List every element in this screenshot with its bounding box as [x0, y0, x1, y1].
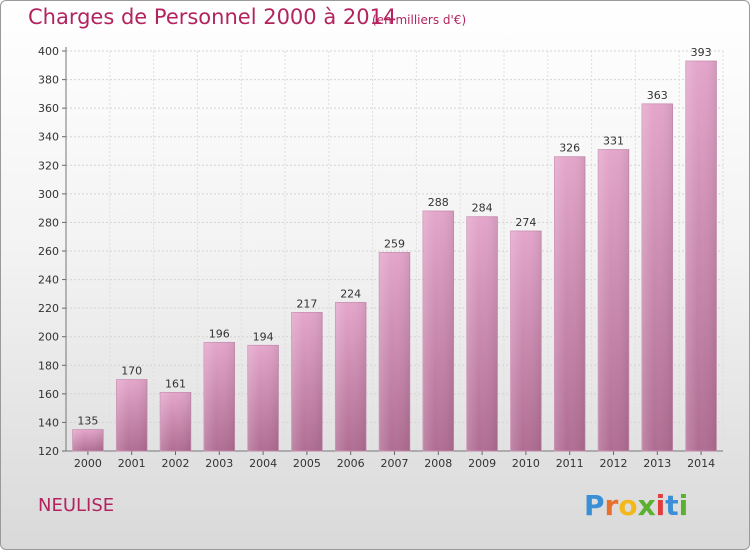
data-label-2006: 224 [340, 287, 361, 300]
x-tick-label-2003: 2003 [205, 457, 233, 470]
bar-shading-2013 [641, 103, 673, 451]
logo-letter: P [584, 489, 605, 522]
data-label-2003: 196 [209, 327, 230, 340]
x-tick-label-2012: 2012 [600, 457, 628, 470]
logo-letter: i [678, 489, 689, 522]
y-tick-label: 400 [38, 45, 59, 58]
chart-title: Charges de Personnel 2000 à 2014 [28, 5, 397, 29]
data-label-2014: 393 [691, 46, 712, 59]
bar-shading-2005 [291, 312, 323, 451]
bar-shading-2014 [685, 61, 717, 451]
y-tick-label: 200 [38, 331, 59, 344]
data-label-2009: 284 [472, 202, 493, 215]
y-tick-label: 360 [38, 102, 59, 115]
x-tick-label-2013: 2013 [643, 457, 671, 470]
bar-shading-2004 [247, 345, 279, 451]
y-tick-label: 380 [38, 74, 59, 87]
x-tick-label-2005: 2005 [293, 457, 321, 470]
bar-shading-2009 [466, 216, 498, 451]
bar-shading-2012 [598, 149, 629, 452]
bar-shading-2010 [510, 231, 542, 451]
y-tick-label: 140 [38, 416, 59, 429]
y-tick-label: 260 [38, 245, 59, 258]
y-tick-label: 180 [38, 359, 59, 372]
logo-letter: t [665, 489, 679, 522]
data-label-2010: 274 [515, 216, 536, 229]
commune-name: NEULISE [38, 495, 115, 516]
chart-subtitle: (en milliers d'€) [372, 13, 467, 27]
bar-shading-2000 [72, 429, 104, 451]
bar-shading-2007 [379, 252, 410, 451]
logo-letter: x [637, 489, 656, 522]
bar-shading-2008 [422, 211, 454, 451]
proxiti-logo: Proxiti [584, 489, 688, 522]
x-tick-label-2011: 2011 [556, 457, 584, 470]
data-label-2005: 217 [296, 297, 317, 310]
x-tick-label-2001: 2001 [118, 457, 146, 470]
y-tick-label: 120 [38, 445, 59, 458]
x-tick-label-2006: 2006 [337, 457, 365, 470]
bar-shading-2011 [554, 156, 586, 451]
data-label-2013: 363 [647, 89, 668, 102]
y-tick-label: 240 [38, 274, 59, 287]
y-tick-label: 160 [38, 388, 59, 401]
logo-letter: r [604, 489, 619, 522]
y-tick-label: 340 [38, 131, 59, 144]
x-tick-label-2002: 2002 [162, 457, 190, 470]
data-label-2008: 288 [428, 196, 449, 209]
y-tick-label: 300 [38, 188, 59, 201]
bar-shading-2006 [335, 302, 367, 451]
data-label-2002: 161 [165, 377, 186, 390]
bar-shading-2001 [116, 379, 148, 451]
data-label-2001: 170 [121, 365, 142, 378]
x-tick-label-2007: 2007 [381, 457, 409, 470]
y-tick-label: 220 [38, 302, 59, 315]
data-label-2011: 326 [559, 142, 580, 155]
data-label-2000: 135 [77, 415, 98, 428]
logo-letter: o [618, 489, 638, 522]
data-label-2007: 259 [384, 237, 405, 250]
x-tick-label-2000: 2000 [74, 457, 102, 470]
y-tick-label: 280 [38, 216, 59, 229]
x-tick-label-2010: 2010 [512, 457, 540, 470]
bar-shading-2003 [203, 342, 235, 451]
x-tick-label-2014: 2014 [687, 457, 715, 470]
logo-letter: i [655, 489, 666, 522]
data-label-2012: 331 [603, 135, 624, 148]
data-label-2004: 194 [253, 330, 274, 343]
bar-shading-2002 [160, 392, 191, 451]
x-tick-label-2004: 2004 [249, 457, 277, 470]
y-tick-label: 320 [38, 159, 59, 172]
x-tick-label-2009: 2009 [468, 457, 496, 470]
x-tick-label-2008: 2008 [424, 457, 452, 470]
